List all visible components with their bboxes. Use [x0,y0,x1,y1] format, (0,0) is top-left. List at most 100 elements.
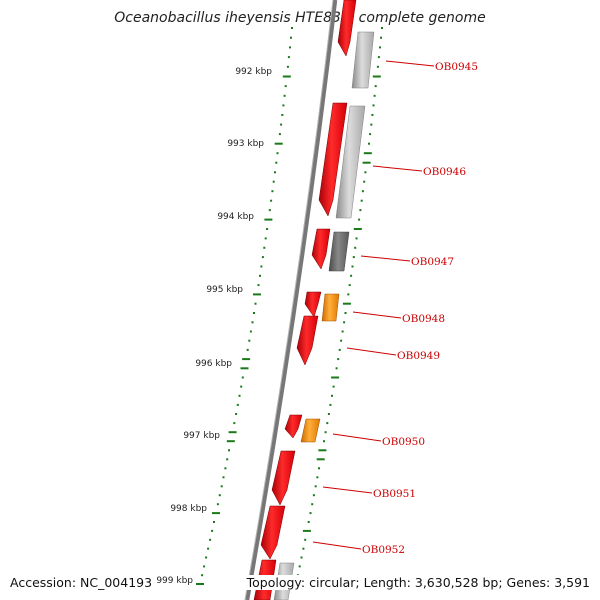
right-ruler-minor-tick [312,494,315,497]
left-ruler-minor-tick [276,152,279,155]
right-ruler-minor-tick [377,56,380,59]
left-ruler-minor-tick [238,394,241,397]
gene-label-ob0951[interactable]: OB0951 [373,488,416,500]
gene-arrow-red-ob0948[interactable] [304,291,322,318]
gene-arrow-red-ob0952[interactable] [260,505,286,560]
left-ruler-minor-tick [216,503,219,506]
left-ruler-minor-tick [283,94,286,97]
right-ruler-minor-tick [374,85,377,88]
right-ruler-minor-tick [331,394,333,397]
right-ruler-minor-tick [298,565,301,568]
left-ruler-minor-tick [287,56,290,59]
callout-line-ob0952 [312,541,362,550]
left-ruler-major-tick [253,293,261,296]
right-ruler-minor-tick [338,348,341,351]
left-ruler-minor-tick [218,494,221,497]
gene-arrow-darkgray-ob0947[interactable] [328,231,350,272]
gene-arrow-red-ob0951[interactable] [271,450,296,506]
left-ruler-minor-tick [275,161,278,164]
gene-label-ob0948[interactable]: OB0948 [402,313,445,325]
left-ruler-minor-tick [263,246,266,249]
right-ruler-minor-tick [363,180,366,183]
right-ruler-major-tick [363,152,372,155]
gene-label-ob0949[interactable]: OB0949 [397,350,440,362]
left-ruler-minor-tick [260,265,263,268]
left-ruler-minor-tick [251,321,254,324]
right-ruler-minor-tick [307,521,310,523]
callout-line-ob0946 [372,165,423,172]
callout-line-ob0949 [346,347,397,356]
right-ruler-minor-tick [380,36,382,39]
right-ruler-minor-tick [341,330,344,333]
left-ruler-minor-tick [274,171,276,174]
tick-label-996: 996 kbp [195,359,232,369]
right-ruler-minor-tick [359,209,362,212]
left-ruler-minor-tick [264,237,267,240]
left-ruler-minor-tick [284,85,287,88]
right-ruler-minor-tick [370,123,373,126]
gene-label-ob0945[interactable]: OB0945 [435,61,478,73]
gene-arrow-red-ob0950[interactable] [284,414,303,439]
callout-line-ob0947 [360,255,411,262]
right-ruler-major-tick [362,161,371,164]
right-ruler-minor-tick [323,440,325,443]
right-ruler-minor-tick [354,246,357,249]
callout-line-ob0948 [352,311,402,319]
right-ruler-minor-tick [302,547,305,550]
left-ruler-minor-tick [290,36,292,39]
right-ruler-minor-tick [300,556,303,559]
left-ruler-minor-tick [248,339,251,342]
right-ruler-minor-tick [364,171,367,174]
right-ruler-minor-tick [369,133,372,136]
left-ruler-minor-tick [268,209,271,212]
left-ruler-major-tick [226,440,235,443]
left-ruler-minor-tick [246,348,249,351]
left-ruler-major-tick [240,367,249,370]
right-ruler-major-tick [342,302,351,305]
right-ruler-minor-tick [373,94,376,97]
left-ruler-major-tick [212,512,220,515]
gene-arrow-red-top[interactable] [337,0,357,57]
left-ruler-minor-tick [278,133,281,136]
left-ruler-minor-tick [236,403,239,406]
right-ruler-minor-tick [329,403,332,406]
gene-label-ob0952[interactable]: OB0952 [362,544,405,556]
gene-arrow-gray-ob0946[interactable] [335,105,366,219]
tick-label-999: 999 kbp [156,576,193,586]
right-ruler-minor-tick [326,422,329,425]
gene-arrow-red-ob0947[interactable] [311,228,331,270]
gene-arrow-orange-ob0948[interactable] [321,293,340,322]
right-ruler-minor-tick [376,65,379,68]
left-ruler-minor-tick [222,476,225,479]
left-ruler-minor-tick [270,199,273,202]
left-ruler-minor-tick [261,256,264,259]
left-ruler-minor-tick [205,556,208,559]
right-ruler-minor-tick [358,218,361,221]
callout-line-ob0951 [322,486,373,494]
gene-label-ob0950[interactable]: OB0950 [382,436,425,448]
left-ruler-minor-tick [201,574,204,577]
right-ruler-minor-tick [316,476,319,479]
right-ruler-minor-tick [337,358,340,361]
right-ruler-minor-tick [311,503,314,506]
gene-label-ob0946[interactable]: OB0946 [423,166,466,178]
right-ruler-minor-tick [371,114,374,116]
gene-arrow-red-ob0946[interactable] [318,102,348,217]
right-ruler-minor-tick [372,104,375,107]
left-ruler-major-tick [264,218,273,221]
gene-arrow-orange-ob0950[interactable] [300,418,321,443]
gene-label-ob0947[interactable]: OB0947 [411,256,454,268]
gene-arrow-gray-ob0945[interactable] [351,31,375,89]
tick-label-994: 994 kbp [217,212,254,222]
left-ruler-minor-tick [272,180,275,183]
left-ruler-minor-tick [266,228,269,230]
left-ruler-minor-tick [257,284,260,287]
gene-arrow-red-ob0949[interactable] [296,315,319,366]
left-ruler-major-tick [274,142,283,145]
left-ruler-minor-tick [291,27,293,29]
scale-ruler-left [196,27,293,585]
left-ruler-minor-tick [241,376,244,379]
left-ruler-minor-tick [253,312,255,314]
genome-backbone-highlight [244,0,334,600]
